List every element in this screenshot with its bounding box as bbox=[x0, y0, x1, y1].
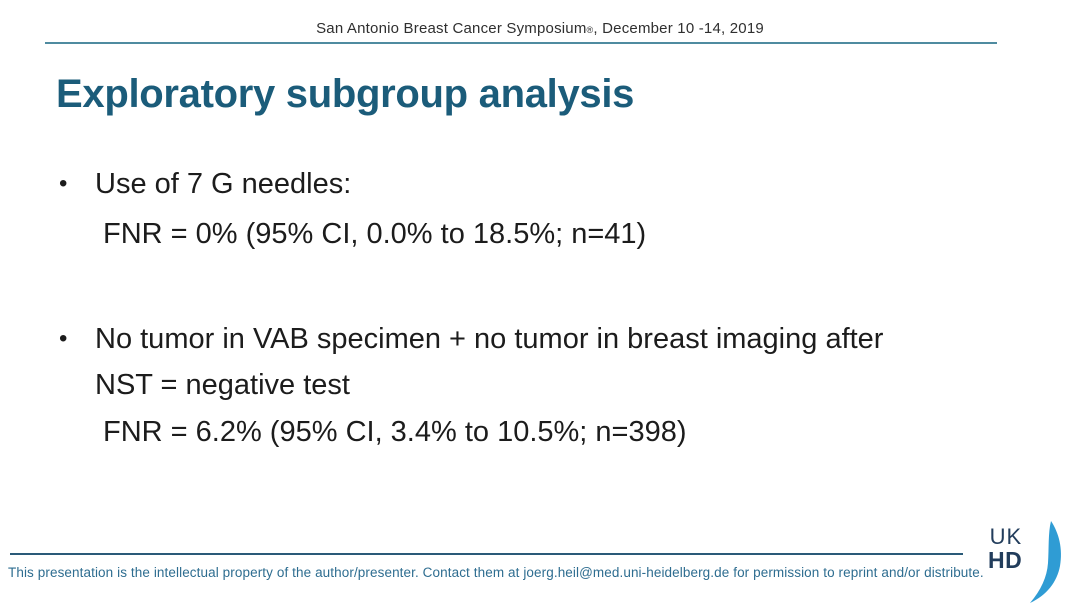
logo-hd-label: HD bbox=[988, 547, 1023, 573]
conference-name: San Antonio Breast Cancer Symposium bbox=[316, 20, 587, 37]
conference-date: , December 10 -14, 2019 bbox=[593, 20, 764, 37]
ukhd-logo: UK HD bbox=[988, 521, 1063, 603]
bullet2-fnr-value: FNR = 6.2% (95% CI, 3.4% to 10.5%; n=398… bbox=[103, 416, 687, 448]
conference-header: San Antonio Breast Cancer Symposium®, De… bbox=[0, 20, 1080, 37]
registered-trademark: ® bbox=[586, 25, 594, 35]
ukhd-logo-text: UK HD bbox=[988, 526, 1022, 572]
footer-copyright-notice: This presentation is the intellectual pr… bbox=[8, 565, 984, 580]
footer-divider bbox=[10, 553, 963, 555]
header-divider bbox=[45, 42, 997, 44]
bullet2-text-line2: NST = negative test bbox=[95, 369, 350, 401]
logo-swoosh-icon bbox=[1030, 521, 1062, 603]
bullet2-text-line1: No tumor in VAB specimen + no tumor in b… bbox=[95, 323, 884, 355]
bullet1-text: Use of 7 G needles: bbox=[95, 168, 352, 200]
logo-uk-label: UK bbox=[989, 524, 1023, 549]
slide-title: Exploratory subgroup analysis bbox=[56, 72, 635, 116]
bullet-icon: • bbox=[59, 170, 68, 197]
bullet1-fnr-value: FNR = 0% (95% CI, 0.0% to 18.5%; n=41) bbox=[103, 218, 647, 250]
bullet-icon: • bbox=[59, 325, 68, 352]
